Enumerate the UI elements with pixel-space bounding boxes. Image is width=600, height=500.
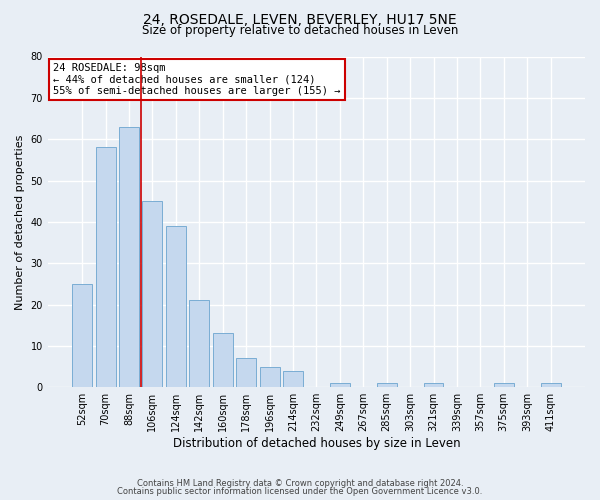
Bar — [424, 383, 443, 387]
Bar — [213, 334, 233, 387]
Text: Contains public sector information licensed under the Open Government Licence v3: Contains public sector information licen… — [118, 487, 482, 496]
Bar — [494, 383, 514, 387]
Bar — [72, 284, 92, 387]
Bar — [236, 358, 256, 387]
Bar — [142, 201, 163, 387]
Bar — [377, 383, 397, 387]
Bar — [190, 300, 209, 387]
Bar — [330, 383, 350, 387]
Bar — [119, 127, 139, 387]
Text: Size of property relative to detached houses in Leven: Size of property relative to detached ho… — [142, 24, 458, 37]
Bar — [260, 366, 280, 387]
Bar — [541, 383, 560, 387]
Bar — [95, 148, 116, 387]
Text: 24, ROSEDALE, LEVEN, BEVERLEY, HU17 5NE: 24, ROSEDALE, LEVEN, BEVERLEY, HU17 5NE — [143, 12, 457, 26]
Text: Contains HM Land Registry data © Crown copyright and database right 2024.: Contains HM Land Registry data © Crown c… — [137, 478, 463, 488]
Y-axis label: Number of detached properties: Number of detached properties — [15, 134, 25, 310]
Bar — [283, 370, 303, 387]
Text: 24 ROSEDALE: 98sqm
← 44% of detached houses are smaller (124)
55% of semi-detach: 24 ROSEDALE: 98sqm ← 44% of detached hou… — [53, 63, 341, 96]
Bar — [166, 226, 186, 387]
X-axis label: Distribution of detached houses by size in Leven: Distribution of detached houses by size … — [173, 437, 460, 450]
